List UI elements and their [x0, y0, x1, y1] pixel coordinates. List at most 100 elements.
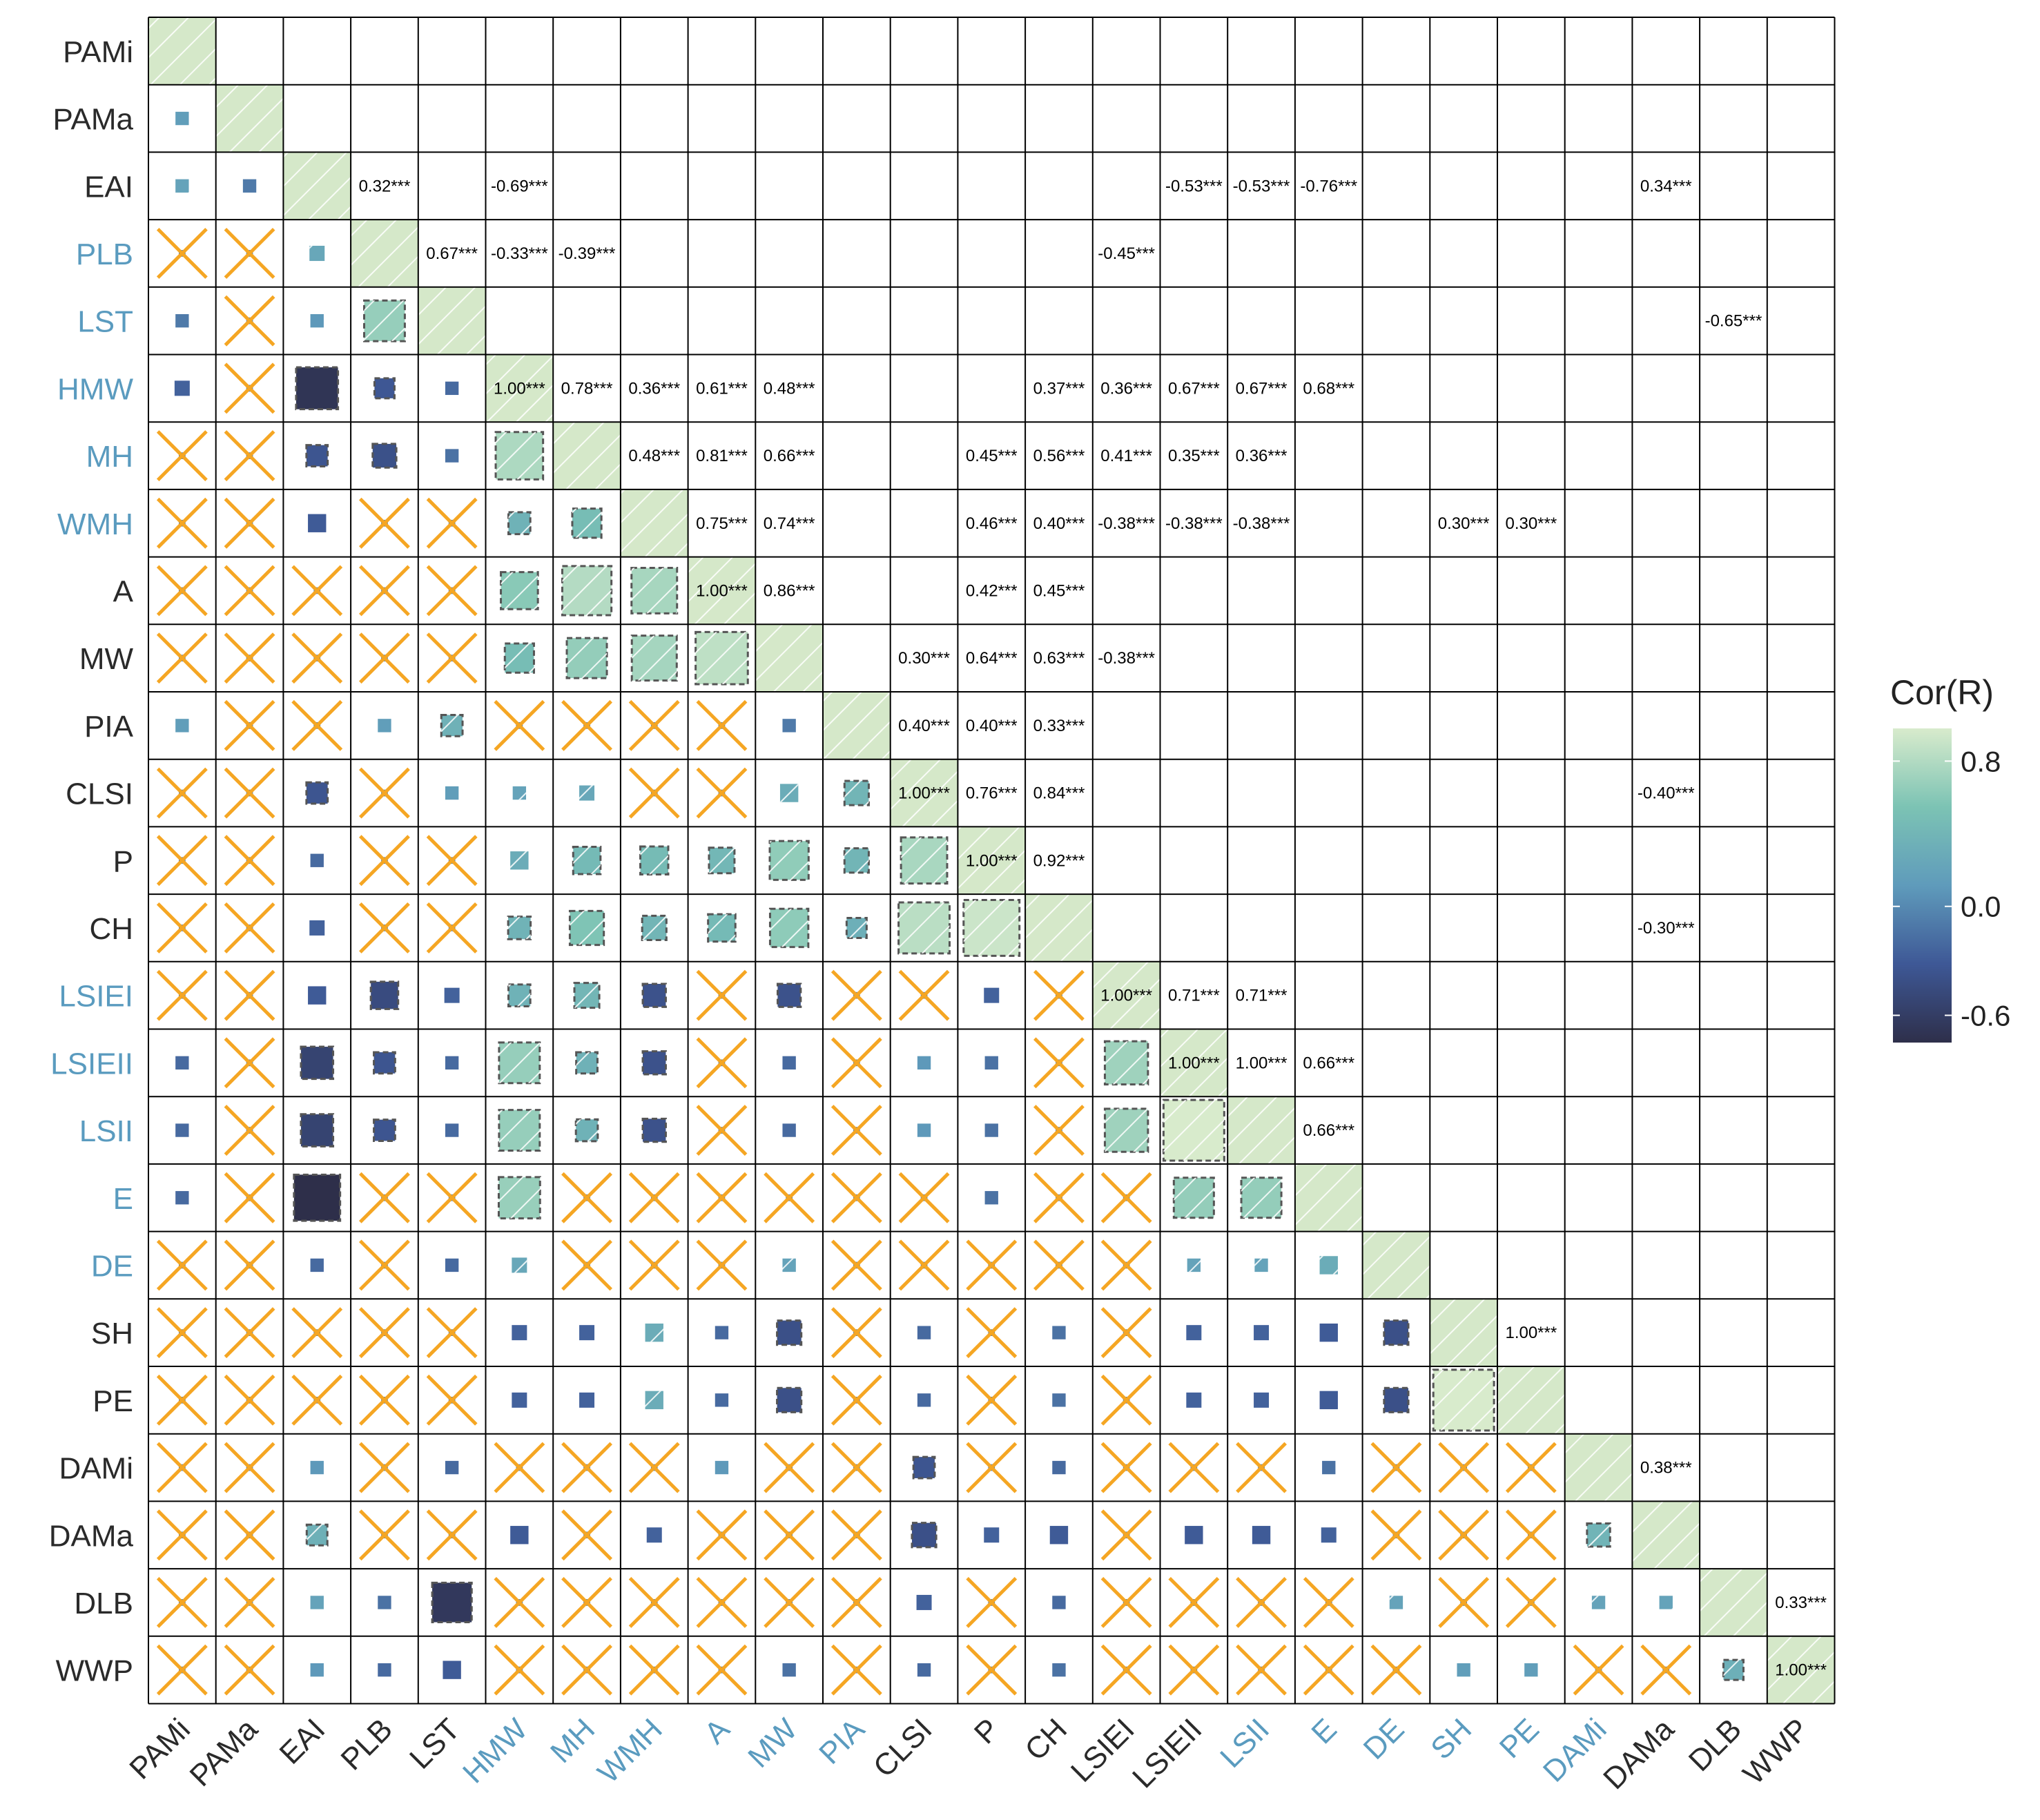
corr-square [305, 444, 329, 467]
row-label: LST [77, 305, 133, 339]
legend-tick-label: 0.8 [1961, 745, 2001, 777]
nonsig-cross [291, 1307, 343, 1359]
diagonal-hatch [755, 624, 823, 692]
column-label: PE [1493, 1712, 1546, 1765]
nonsig-cross [359, 565, 410, 617]
nonsig-cross [1033, 1172, 1085, 1223]
diagonal-hatch [215, 84, 284, 153]
corr-value-label: 0.68*** [1303, 379, 1354, 398]
row-label: P [113, 844, 133, 878]
nonsig-cross [224, 1644, 275, 1696]
corr-square [1457, 1663, 1470, 1677]
nonsig-cross [966, 1307, 1018, 1359]
corr-square [782, 1056, 796, 1070]
corr-hatch [567, 638, 608, 679]
nonsig-cross [291, 1374, 343, 1426]
corr-hatch [441, 715, 463, 737]
corr-value-label: 0.66*** [764, 447, 815, 465]
corr-square [1052, 1663, 1066, 1677]
corr-value-label: -0.30*** [1638, 919, 1695, 938]
nonsig-cross [426, 1509, 478, 1561]
corr-hatch [512, 1257, 527, 1273]
corr-value-label: 1.00*** [1236, 1054, 1288, 1072]
nonsig-cross [830, 1442, 882, 1493]
corr-square [1052, 1460, 1066, 1475]
nonsig-cross [291, 632, 343, 684]
nonsig-cross [359, 1509, 410, 1561]
nonsig-cross [1303, 1644, 1354, 1696]
diagonal-hatch [485, 354, 554, 423]
corr-hatch [898, 902, 950, 953]
diagonal-hatch [1564, 1433, 1633, 1502]
corr-value-label: -0.38*** [1098, 514, 1155, 533]
corr-square [984, 1527, 1000, 1543]
corr-value-label: -0.40*** [1638, 784, 1695, 803]
nonsig-cross [966, 1577, 1018, 1628]
corr-square [310, 1460, 324, 1475]
nonsig-cross [1438, 1442, 1490, 1493]
heatmap-cells: 0.32*** -0.69*** -0.53*** -0.53*** -0.76*** 0… [148, 17, 1835, 1704]
corr-hatch [708, 847, 735, 873]
corr-hatch [573, 846, 601, 875]
row-label: CLSI [66, 777, 133, 811]
corr-square [512, 1325, 527, 1341]
corr-hatch [364, 300, 405, 342]
nonsig-cross [156, 835, 208, 887]
nonsig-cross [561, 1239, 612, 1291]
nonsig-cross [224, 1037, 275, 1089]
diagonal-hatch [1092, 961, 1160, 1029]
row-labels: PAMi PAMa EAI PLB LST HMW MH WMH A MW PIA CLSI P CH LS… [49, 35, 134, 1688]
corr-value-label: 0.42*** [966, 581, 1018, 600]
row-label: DLB [74, 1587, 133, 1620]
corr-value-label: -0.33*** [491, 244, 548, 263]
corr-hatch [1105, 1041, 1148, 1085]
nonsig-cross [224, 1509, 275, 1561]
corr-value-label: 0.45*** [1033, 581, 1085, 600]
corr-value-label: 0.40*** [1033, 514, 1085, 533]
row-label: A [113, 574, 134, 608]
diagonal-hatch [1160, 1029, 1228, 1097]
diagonal-hatch [890, 759, 958, 827]
nonsig-cross [561, 699, 612, 751]
corr-square [373, 1051, 396, 1075]
corr-square [445, 786, 459, 800]
corr-hatch [770, 909, 808, 947]
corr-square [782, 719, 796, 733]
diagonal-hatch [958, 826, 1026, 895]
nonsig-cross [696, 1577, 748, 1628]
nonsig-cross [224, 565, 275, 617]
column-label: LSII [1214, 1712, 1276, 1774]
column-label: E [1305, 1712, 1343, 1750]
corr-value-label: 1.00*** [1505, 1324, 1557, 1342]
column-label: PAMa [184, 1712, 264, 1793]
corr-square [1186, 1325, 1202, 1341]
corr-value-label: 0.45*** [966, 447, 1018, 465]
corr-hatch [309, 245, 325, 261]
heatmap-grid [148, 17, 1836, 1705]
corr-square [175, 1056, 189, 1070]
nonsig-cross [830, 969, 882, 1021]
diagonal-hatch [1294, 1163, 1363, 1232]
nonsig-cross [1370, 1644, 1422, 1696]
nonsig-cross [561, 1442, 612, 1493]
corr-square [1185, 1526, 1203, 1545]
nonsig-cross [830, 1307, 882, 1359]
column-label: SH [1424, 1712, 1478, 1766]
corr-hatch [645, 1391, 663, 1410]
row-label: MH [86, 440, 133, 474]
diagonal-hatch [553, 422, 621, 490]
corr-hatch [640, 846, 668, 875]
corr-value-label: 0.37*** [1033, 379, 1085, 398]
column-label: EAI [273, 1712, 332, 1771]
nonsig-cross [156, 1239, 208, 1291]
column-label: HMW [456, 1712, 534, 1790]
row-label: MW [79, 642, 134, 676]
corr-square [510, 1526, 529, 1545]
corr-square [984, 987, 1000, 1003]
row-label: DE [91, 1249, 133, 1283]
nonsig-cross [1573, 1644, 1624, 1696]
corr-square [378, 719, 391, 733]
row-label: LSII [79, 1114, 133, 1148]
corr-square [308, 986, 327, 1005]
nonsig-cross [156, 632, 208, 684]
